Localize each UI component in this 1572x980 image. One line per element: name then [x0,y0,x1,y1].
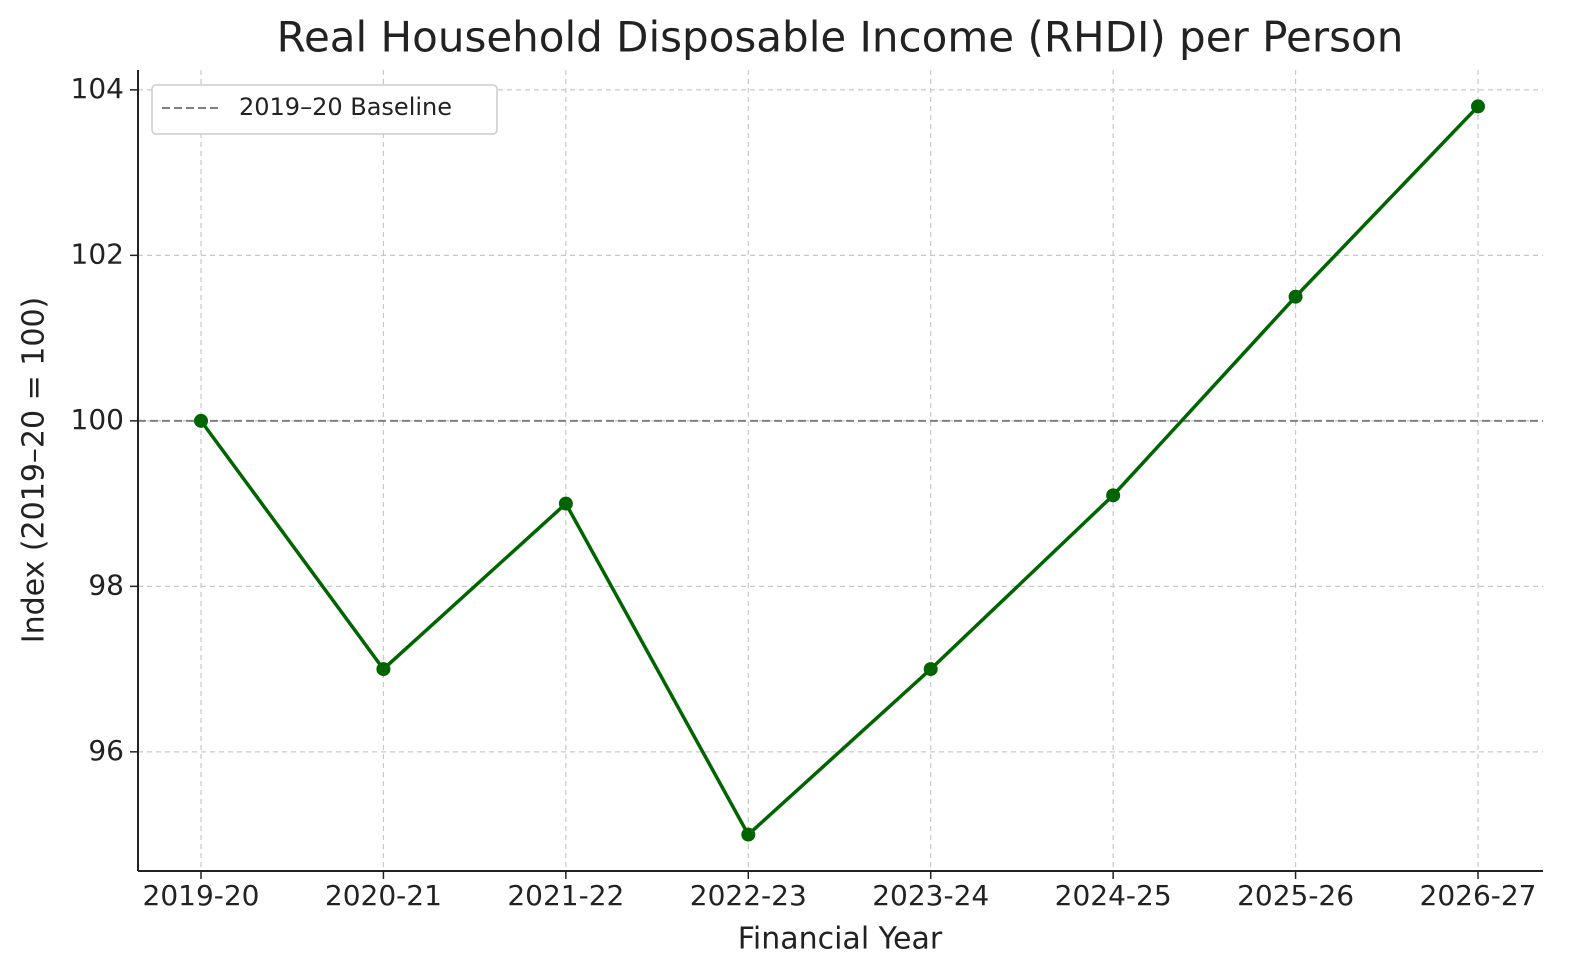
x-tick-label: 2024-25 [1055,879,1172,912]
x-tick-label: 2023-24 [872,879,989,912]
data-point [558,496,573,511]
x-tick-label: 2026-27 [1420,879,1537,912]
x-tick-label: 2020-21 [325,879,442,912]
data-point [741,827,756,842]
y-tick-label: 100 [71,403,124,436]
y-tick-label: 96 [88,734,124,767]
data-point [1471,99,1485,114]
data-line [199,105,1480,838]
x-tick-label: 2022-23 [690,879,807,912]
y-tick-label: 104 [71,72,124,105]
x-tick-label: 2025-26 [1237,879,1354,912]
legend-box [151,84,498,135]
data-point [194,413,208,428]
x-tick-label: 2021-22 [507,879,624,912]
chart-title: Real Household Disposable Income (RHDI) … [277,13,1404,62]
legend-label: 2019–20 Baseline [239,93,452,121]
data-point [923,662,938,677]
y-tick-label: 102 [71,237,124,270]
y-axis-label: Index (2019–20 = 100) [17,297,52,644]
data-point [1106,488,1121,503]
y-tick-label: 98 [88,568,124,601]
x-tick-label: 2019-20 [143,879,260,912]
data-point [1288,289,1303,304]
data-point [376,662,391,677]
x-axis-label: Financial Year [738,922,943,957]
